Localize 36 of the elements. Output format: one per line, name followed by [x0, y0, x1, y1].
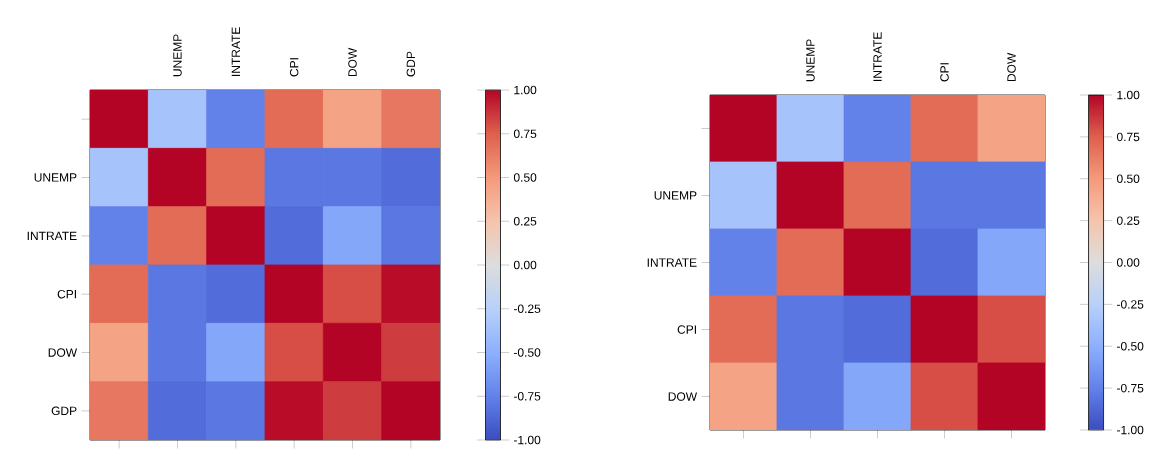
x-tick-label: GDP	[406, 51, 416, 77]
color-bar-label: 1.00	[1117, 90, 1140, 100]
color-bar-label: 0.50	[1116, 174, 1140, 184]
color-bar-label: -0.25	[1117, 300, 1144, 309]
x-tick-label: DOW	[1007, 52, 1016, 82]
x-tick-label: CPI	[940, 63, 949, 82]
color-bar-label: 0.00	[1116, 258, 1140, 267]
color-bar-label: 0.75	[513, 129, 537, 139]
y-tick-label: CPI	[677, 325, 696, 334]
color-bar-label: 0.00	[513, 260, 537, 270]
color-bar-label: -0.75	[1117, 383, 1144, 393]
color-bar-label: -0.50	[1117, 342, 1144, 351]
color-bar-label: 0.25	[1116, 216, 1140, 225]
color-bar-label: 0.50	[513, 173, 537, 182]
color-bar-label: -1.00	[1117, 425, 1144, 435]
x-tick-label: UNEMP	[173, 34, 182, 77]
x-tick-label: INTRATE	[231, 27, 240, 76]
y-tick-label: GDP	[51, 406, 77, 416]
color-bar-label: 1.00	[514, 85, 537, 95]
x-tick-label: UNEMP	[806, 39, 815, 82]
x-tick-label: DOW	[348, 47, 357, 77]
color-bar-label: 0.25	[513, 217, 537, 226]
color-bar-label: 0.75	[1116, 132, 1140, 142]
color-bar-label: -0.50	[513, 348, 541, 357]
x-tick-label: INTRATE	[873, 32, 882, 81]
y-tick-label: UNEMP	[34, 173, 77, 182]
y-tick-label: CPI	[57, 289, 76, 299]
color-bar-label: -1.00	[513, 435, 541, 445]
y-tick-label: DOW	[48, 348, 78, 357]
y-tick-label: INTRATE	[27, 231, 77, 240]
x-tick-label: CPI	[289, 58, 299, 77]
y-tick-label: UNEMP	[654, 191, 697, 200]
y-tick-label: DOW	[668, 392, 698, 401]
color-bar-label: -0.25	[513, 304, 541, 314]
color-bar-label: -0.75	[513, 392, 541, 401]
y-tick-label: INTRATE	[647, 258, 697, 267]
